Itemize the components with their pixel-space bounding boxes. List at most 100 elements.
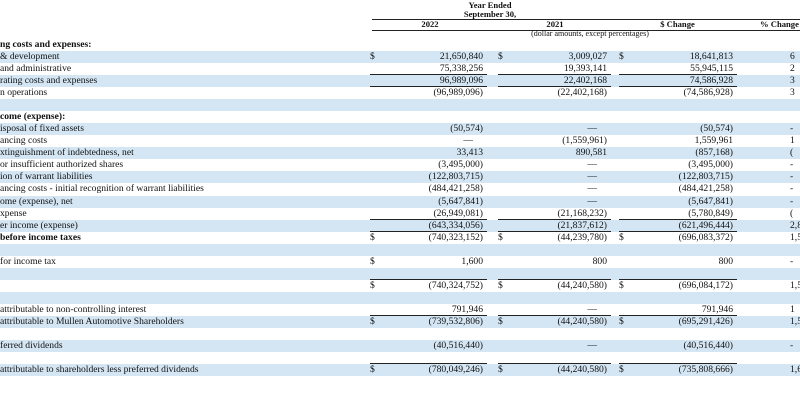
total-rule — [498, 278, 611, 280]
cell-value: (484,421,258) — [428, 183, 483, 195]
row-label: before income taxes — [0, 231, 81, 243]
row-label: attributable to non-controlling interest — [0, 303, 147, 315]
cell-value: (122,803,715) — [428, 171, 483, 183]
cell-value: (3,495,000) — [688, 159, 733, 171]
currency-sign: $ — [498, 279, 503, 291]
cell-value: (1,559,961) — [562, 135, 607, 147]
period-line2: September 30, — [463, 9, 517, 19]
cell-pct: ( — [790, 207, 794, 219]
total-rule — [619, 278, 737, 280]
total-rule — [370, 314, 487, 316]
header-rule — [372, 19, 800, 20]
cell-value: (740,324,752) — [428, 279, 483, 291]
row-band — [0, 195, 800, 208]
cell-pct: 1 — [790, 303, 795, 315]
row-label: isposal of fixed assets — [0, 123, 84, 135]
cell-value: 800 — [718, 255, 733, 267]
total-rule — [370, 74, 487, 76]
cell-value: 890,581 — [575, 147, 607, 159]
total-rule — [619, 86, 737, 88]
row-label: ion of warrant liabilities — [0, 171, 93, 183]
cell-value: (857,168) — [695, 147, 733, 159]
row-label: ancing costs — [0, 135, 48, 147]
row-label: attributable to Mullen Automotive Shareh… — [0, 315, 184, 327]
row-band — [0, 291, 800, 304]
cell-value: — — [587, 340, 597, 351]
total-rule — [619, 218, 737, 220]
total-rule — [370, 363, 487, 365]
cell-value: 3,009,027 — [568, 51, 607, 63]
cell-value: 33,413 — [456, 147, 483, 159]
cell-value: 55,945,115 — [690, 63, 733, 75]
cell-value: (484,421,258) — [678, 183, 733, 195]
col-2022: 2022 — [421, 19, 439, 29]
cell-value: (780,049,246) — [428, 364, 483, 376]
currency-sign: $ — [370, 364, 375, 376]
cell-value: 74,586,928 — [689, 75, 733, 87]
total-rule — [498, 363, 611, 365]
row-band — [0, 99, 800, 112]
cell-value: 791,946 — [451, 303, 483, 315]
row-band — [0, 147, 800, 160]
cell-pct: ( — [790, 147, 794, 159]
cell-pct: - — [790, 123, 794, 135]
cell-value: (21,168,232) — [557, 207, 607, 219]
cell-value: 1,600 — [461, 255, 483, 267]
currency-sign: $ — [619, 51, 624, 63]
cell-pct: 1,6 — [790, 364, 800, 376]
currency-sign: $ — [370, 315, 375, 327]
cell-value: (3,495,000) — [438, 159, 483, 171]
cell-pct: 2,8 — [790, 219, 800, 231]
row-label: ancing costs - initial recognition of wa… — [0, 183, 204, 195]
currency-sign: $ — [498, 231, 503, 243]
cell-value: 18,641,813 — [689, 51, 733, 63]
cell-value: (5,780,849) — [688, 207, 733, 219]
cell-value: (50,574) — [450, 123, 483, 135]
cell-value: 22,402,168 — [563, 75, 607, 87]
currency-sign: $ — [498, 51, 503, 63]
cell-pct: 6 — [790, 51, 795, 63]
row-label: er income (expense) — [0, 219, 78, 231]
cell-value: 96,989,096 — [439, 75, 483, 87]
cell-pct: 1,5 — [790, 279, 800, 291]
cell-pct: - — [790, 195, 794, 207]
total-rule — [498, 86, 611, 88]
total-rule — [619, 363, 737, 365]
cell-pct: 1,5 — [790, 231, 800, 243]
cell-value: (44,240,580) — [557, 315, 607, 327]
currency-sign: $ — [370, 231, 375, 243]
cell-value: (22,402,168) — [557, 87, 607, 99]
period-line1: Year Ended — [468, 0, 512, 10]
total-rule — [370, 278, 487, 280]
cell-value: 21,650,840 — [439, 51, 483, 63]
row-label: for income tax — [0, 255, 56, 267]
row-band — [0, 267, 800, 280]
cell-value: (44,239,780) — [557, 231, 607, 243]
cell-value: — — [463, 135, 473, 147]
currency-sign: $ — [619, 364, 624, 376]
row-label: xtinguishment of indebtedness, net — [0, 147, 134, 159]
cell-value: (740,323,152) — [428, 231, 483, 243]
cell-value: (5,647,841) — [438, 195, 483, 207]
cell-pct: 3 — [790, 75, 795, 87]
cell-value: — — [587, 303, 597, 315]
cell-value: (44,240,580) — [557, 364, 607, 376]
total-rule — [498, 314, 611, 316]
row-label: n operations — [0, 87, 48, 99]
cell-pct: - — [790, 159, 794, 171]
cell-value: 1,559,961 — [694, 135, 733, 147]
currency-sign: $ — [619, 279, 624, 291]
cell-value: 800 — [592, 255, 607, 267]
cell-pct: 2 — [790, 63, 795, 75]
cell-value: (40,516,440) — [433, 340, 483, 351]
cell-value: (695,291,426) — [678, 315, 733, 327]
cell-value: (21,837,612) — [557, 219, 607, 231]
currency-sign: $ — [619, 315, 624, 327]
cell-value: (643,334,056) — [428, 219, 483, 231]
row-label: xpense — [0, 207, 27, 219]
row-label: ome (expense), net — [0, 195, 73, 207]
col-change: $ Change — [660, 19, 695, 29]
cell-value: (50,574) — [700, 123, 733, 135]
cell-value: (96,989,096) — [433, 87, 483, 99]
